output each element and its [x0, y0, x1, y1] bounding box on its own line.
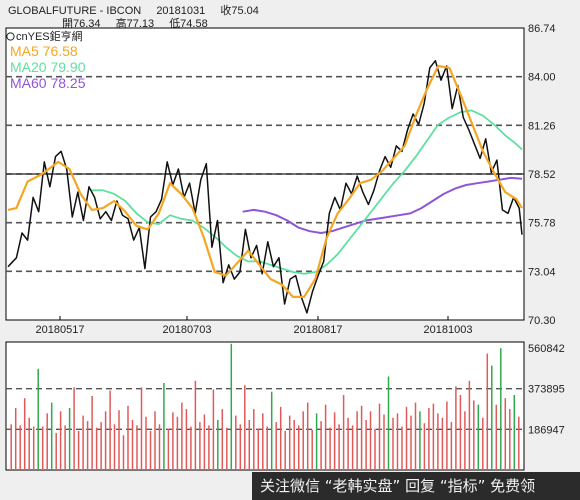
high-label: 高77.13	[115, 18, 155, 30]
legend-brand: cnYES鉅亨網	[16, 29, 83, 43]
close-label: 收75.04	[220, 5, 259, 17]
price-series-group	[7, 59, 523, 314]
price-y-axis: 86.74 84.00 81.26 78.52 75.78 73.04 70.30	[528, 23, 556, 327]
quote-header-line1: GLOBALFUTURE - IBCON 20181031 收75.04	[8, 2, 271, 18]
legend-ma20: MA20 79.90	[10, 59, 86, 75]
price-y-tick-label: 84.00	[528, 72, 556, 84]
price-x-tick-label: 20181003	[424, 324, 473, 336]
price-x-tick-label: 20180817	[294, 324, 343, 336]
legend-ma5: MA5 76.58	[10, 43, 78, 59]
open-label: 開76.34	[62, 18, 101, 30]
price-y-tick-label: 81.26	[528, 120, 556, 132]
price-y-tick-label: 73.04	[528, 266, 556, 278]
chart-legend: cnYES鉅亨網 MA5 76.58 MA20 79.90 MA60 78.25	[6, 29, 86, 91]
volume-y-tick-label: 560842	[528, 343, 565, 355]
price-x-tick-label: 20180517	[36, 324, 85, 336]
date-label: 20181031	[156, 5, 206, 17]
price-x-axis: 20180517 20180703 20180817 20181003	[36, 316, 473, 336]
volume-bars	[10, 343, 520, 470]
copyright-icon	[6, 32, 15, 41]
volume-y-tick-label: 373895	[528, 384, 565, 396]
ma5-line	[7, 64, 523, 298]
low-label: 低74.58	[169, 18, 208, 30]
price-line	[7, 59, 523, 314]
price-x-tick-label: 20180703	[163, 324, 212, 336]
symbol-label: GLOBALFUTURE - IBCON	[8, 5, 142, 17]
volume-y-tick-label: 186947	[528, 424, 565, 436]
quote-header-line2: 開76.34 高77.13 低74.58	[62, 15, 220, 31]
legend-ma60: MA60 78.25	[10, 75, 86, 91]
price-y-tick-label: 75.78	[528, 218, 556, 230]
price-y-tick-label: 70.30	[528, 315, 556, 327]
promo-banner: 关注微信 “老韩实盘” 回复 “指标” 免费领	[252, 472, 580, 500]
volume-y-axis: 560842 373895 186947	[528, 343, 565, 436]
price-y-tick-label: 78.52	[528, 169, 556, 181]
price-y-tick-label: 86.74	[528, 23, 556, 35]
ma20-line	[91, 109, 523, 275]
price-chart: 86.74 84.00 81.26 78.52 75.78 73.04 70.30 2018…	[5, 23, 556, 336]
ma60-line	[242, 176, 523, 234]
